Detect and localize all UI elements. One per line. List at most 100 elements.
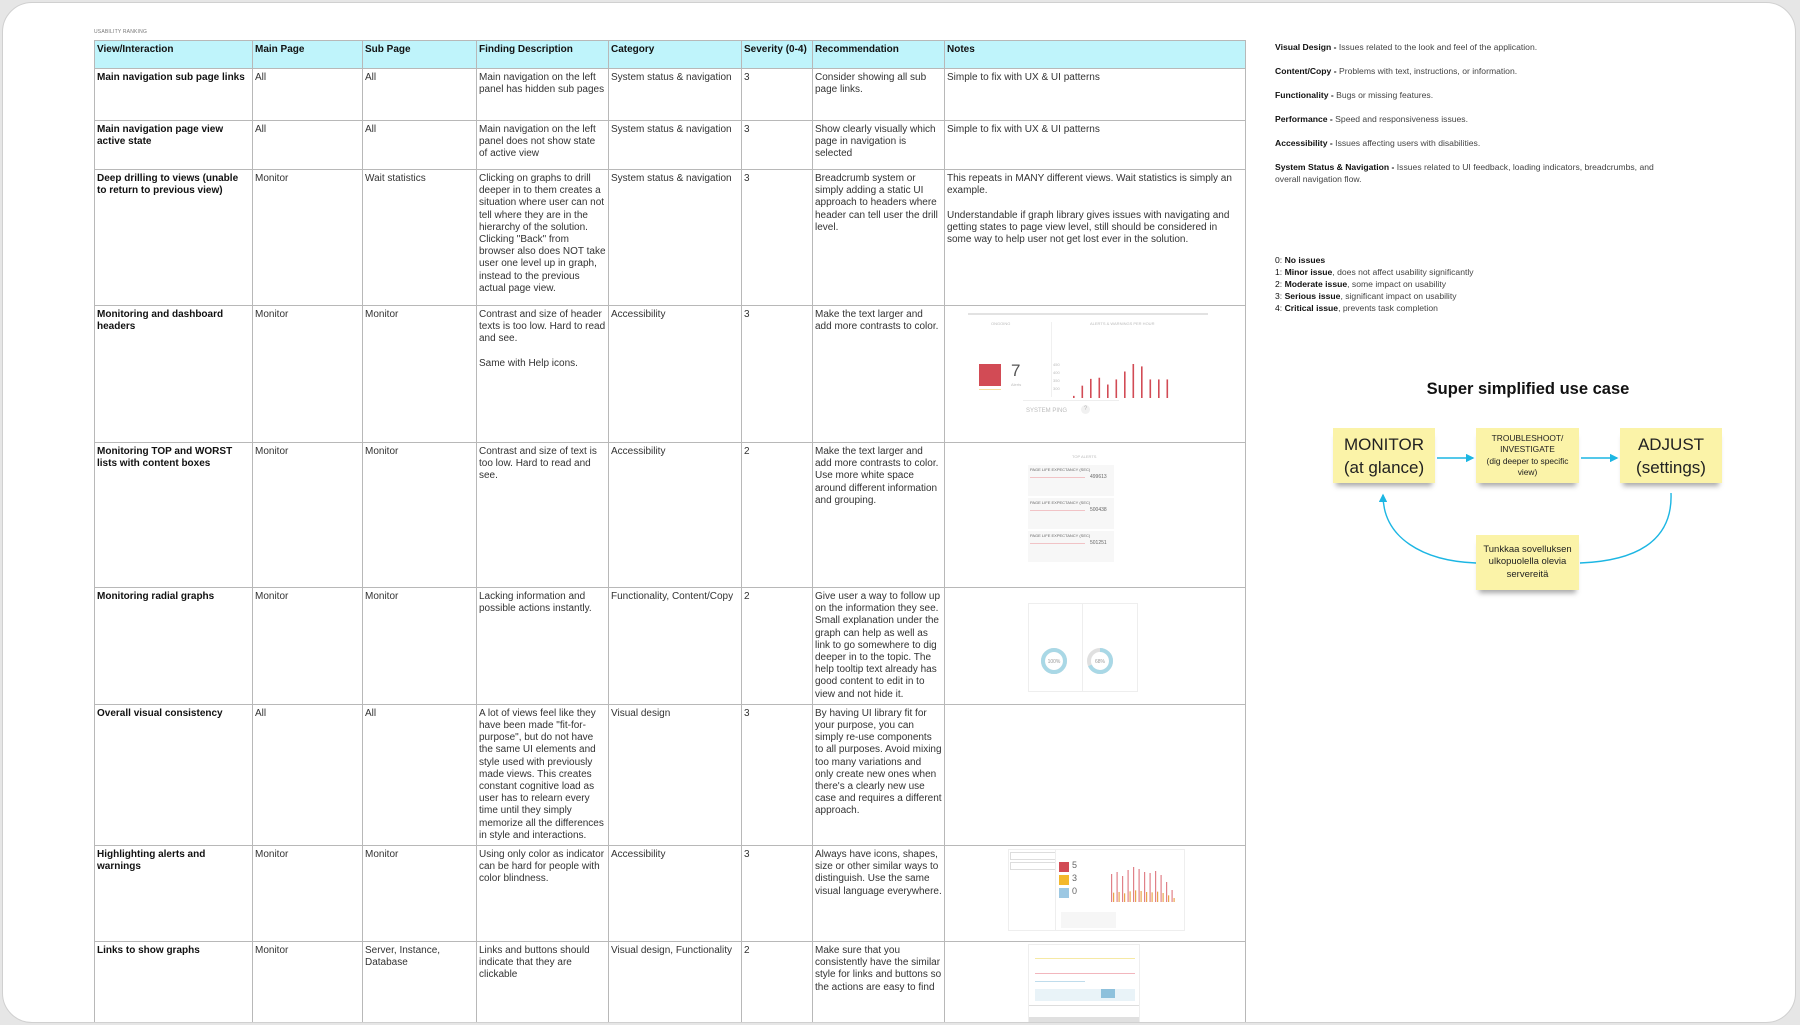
alert-bar xyxy=(1149,873,1151,902)
cell-severity[interactable]: 2 xyxy=(741,442,813,588)
cell-category[interactable]: Accessibility xyxy=(608,305,742,443)
cell-category[interactable]: System status & navigation xyxy=(608,120,742,170)
cell-sub-page[interactable]: Monitor xyxy=(362,845,477,943)
help-icon[interactable]: ? xyxy=(1081,405,1090,414)
cell-category[interactable]: Visual design xyxy=(608,703,742,847)
cell-category[interactable]: Visual design, Functionality xyxy=(608,941,742,1022)
cell-main-page[interactable]: All xyxy=(252,120,363,170)
bar xyxy=(1141,366,1143,398)
cell-notes[interactable]: This repeats in MANY different views. Wa… xyxy=(944,169,1246,306)
warning-bar xyxy=(1113,892,1115,902)
warning-bar xyxy=(1151,892,1153,902)
cell-view-interaction[interactable]: Links to show graphs xyxy=(94,941,253,1022)
cell-category[interactable]: Accessibility xyxy=(608,845,742,943)
graph-selection xyxy=(1101,989,1115,998)
cell-view-interaction[interactable]: Overall visual consistency xyxy=(94,703,253,847)
cell-severity[interactable]: 3 xyxy=(741,68,813,121)
top-alerts-title: TOP ALERTS xyxy=(1072,454,1097,459)
cell-recommendation[interactable]: Make the text larger and add more contra… xyxy=(812,442,945,588)
warning-bar xyxy=(1135,890,1137,902)
cell-main-page[interactable]: Monitor xyxy=(252,845,363,943)
cell-main-page[interactable]: Monitor xyxy=(252,305,363,443)
cell-severity[interactable]: 3 xyxy=(741,305,813,443)
severity-level: 0: No issues xyxy=(1275,255,1326,265)
severity-number: 1 xyxy=(1275,267,1280,277)
cell-severity[interactable]: 2 xyxy=(741,941,813,1022)
cell-view-interaction[interactable]: Monitoring and dashboard headers xyxy=(94,305,253,443)
bar xyxy=(1132,364,1135,398)
top-alert-item[interactable]: PAGE LIFE EXPECTANCY (SEC) 500438 xyxy=(1028,498,1114,529)
system-ping-label: SYSTEM PING xyxy=(1026,408,1068,414)
cell-category[interactable]: Functionality, Content/Copy xyxy=(608,587,742,705)
table-row: Monitoring TOP and WORST lists with cont… xyxy=(94,442,1246,588)
cell-main-page[interactable]: Monitor xyxy=(252,941,363,1022)
cell-recommendation[interactable]: Show clearly visually which page in navi… xyxy=(812,120,945,170)
cell-main-page[interactable]: Monitor xyxy=(252,442,363,588)
cell-main-page[interactable]: All xyxy=(252,703,363,847)
column-header-notes: Notes xyxy=(944,40,1246,69)
cell-category[interactable]: System status & navigation xyxy=(608,68,742,121)
cell-severity[interactable]: 2 xyxy=(741,587,813,705)
cell-sub-page[interactable]: Monitor xyxy=(362,442,477,588)
cell-severity[interactable]: 3 xyxy=(741,845,813,943)
cell-finding-description[interactable]: A lot of views feel like they have been … xyxy=(476,703,609,847)
top-alerts-thumbnail: TOP ALERTS PAGE LIFE EXPECTANCY (SEC) 499… xyxy=(1028,453,1138,573)
y-tick: 350 xyxy=(1053,378,1060,383)
cell-main-page[interactable]: Monitor xyxy=(252,169,363,306)
alert-bar xyxy=(1144,872,1146,902)
top-alert-item[interactable]: PAGE LIFE EXPECTANCY (SEC) 501251 xyxy=(1028,531,1114,562)
cell-category[interactable]: Accessibility xyxy=(608,442,742,588)
column-header-recommendation: Recommendation xyxy=(812,40,945,69)
cell-finding-description[interactable]: Links and buttons should indicate that t… xyxy=(476,941,609,1022)
bar xyxy=(1090,378,1092,398)
y-tick: 400 xyxy=(1053,370,1060,375)
cell-notes[interactable]: Simple to fix with UX & UI patterns xyxy=(944,120,1246,170)
cell-view-interaction[interactable]: Monitoring TOP and WORST lists with cont… xyxy=(94,442,253,588)
cell-notes[interactable] xyxy=(944,703,1246,847)
cell-notes[interactable]: Simple to fix with UX & UI patterns xyxy=(944,68,1246,121)
severity-term: Moderate issue xyxy=(1284,279,1348,289)
cell-severity[interactable]: 3 xyxy=(741,169,813,306)
cell-category[interactable]: System status & navigation xyxy=(608,169,742,306)
dashboard-headers-thumbnail: ONGOING ALERTS & WARNINGS PER HOUR 7 Ale… xyxy=(965,312,1210,424)
category-term: Performance - xyxy=(1275,114,1333,124)
cell-finding-description[interactable]: Using only color as indicator can be har… xyxy=(476,845,609,943)
cell-recommendation[interactable]: Consider showing all sub page links. xyxy=(812,68,945,121)
cell-recommendation[interactable]: Always have icons, shapes, size or other… xyxy=(812,845,945,943)
alert-bar xyxy=(1122,876,1124,902)
cell-view-interaction[interactable]: Main navigation page view active state xyxy=(94,120,253,170)
cell-finding-description[interactable]: Main navigation on the left panel has hi… xyxy=(476,68,609,121)
cell-view-interaction[interactable]: Highlighting alerts and warnings xyxy=(94,845,253,943)
cell-severity[interactable]: 3 xyxy=(741,703,813,847)
cell-finding-description[interactable]: Lacking information and possible actions… xyxy=(476,587,609,705)
cell-recommendation[interactable]: Make sure that you consistently have the… xyxy=(812,941,945,1022)
cell-view-interaction[interactable]: Main navigation sub page links xyxy=(94,68,253,121)
cell-finding-description[interactable]: Contrast and size of header texts is too… xyxy=(476,305,609,443)
cell-sub-page[interactable]: Wait statistics xyxy=(362,169,477,306)
cell-main-page[interactable]: Monitor xyxy=(252,587,363,705)
top-alert-item[interactable]: PAGE LIFE EXPECTANCY (SEC) 499613 xyxy=(1028,465,1114,496)
table-row: Main navigation page view active state Al… xyxy=(94,120,1246,170)
gauge-label: 100% xyxy=(1048,659,1061,665)
cell-sub-page[interactable]: Server, Instance, Database xyxy=(362,941,477,1022)
cell-main-page[interactable]: All xyxy=(252,68,363,121)
severity-level: 4: Critical issue, prevents task complet… xyxy=(1275,303,1438,313)
cell-recommendation[interactable]: By having UI library fit for your purpos… xyxy=(812,703,945,847)
cell-sub-page[interactable]: All xyxy=(362,68,477,121)
cell-finding-description[interactable]: Contrast and size of text is too low. Ha… xyxy=(476,442,609,588)
cell-view-interaction[interactable]: Monitoring radial graphs xyxy=(94,587,253,705)
arrow-adjust-to-external xyxy=(1579,492,1672,564)
cell-sub-page[interactable]: All xyxy=(362,703,477,847)
cell-recommendation[interactable]: Give user a way to follow up on the info… xyxy=(812,587,945,705)
cell-severity[interactable]: 3 xyxy=(741,120,813,170)
cell-finding-description[interactable]: Main navigation on the left panel does n… xyxy=(476,120,609,170)
cell-sub-page[interactable]: Monitor xyxy=(362,305,477,443)
cell-view-interaction[interactable]: Deep drilling to views (unable to return… xyxy=(94,169,253,306)
cell-finding-description[interactable]: Clicking on graphs to drill deeper in to… xyxy=(476,169,609,306)
cell-sub-page[interactable]: Monitor xyxy=(362,587,477,705)
cell-sub-page[interactable]: All xyxy=(362,120,477,170)
cell-recommendation[interactable]: Make the text larger and add more contra… xyxy=(812,305,945,443)
cell-recommendation[interactable]: Breadcrumb system or simply adding a sta… xyxy=(812,169,945,306)
diagram-title: Super simplified use case xyxy=(1426,380,1630,398)
